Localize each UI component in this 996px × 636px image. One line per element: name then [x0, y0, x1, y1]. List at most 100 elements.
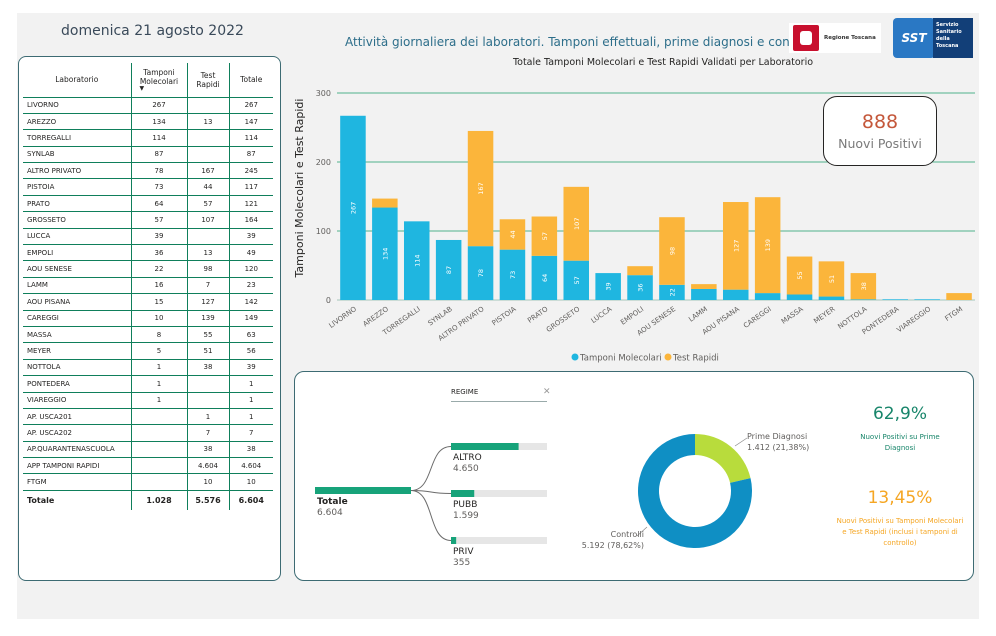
bar-test-rapidi[interactable]	[818, 261, 845, 297]
bar-tamponi[interactable]	[531, 255, 558, 300]
donut-slice[interactable]	[638, 434, 752, 548]
bar-tamponi[interactable]	[563, 260, 590, 300]
tree-root-bar[interactable]	[315, 487, 411, 494]
bar-tamponi[interactable]	[499, 249, 526, 300]
column-header-tamponi[interactable]: Tamponi Molecolari ▼	[131, 63, 188, 98]
chart-title: Totale Tamponi Molecolari e Test Rapidi …	[512, 57, 813, 68]
cell-tamponi: 78	[131, 162, 188, 180]
tree-node-value: 1.599	[453, 511, 479, 521]
bar-test-rapidi[interactable]	[850, 273, 877, 300]
bar-test-rapidi[interactable]	[499, 219, 526, 250]
bar-test-rapidi[interactable]	[946, 293, 972, 300]
table-row[interactable]: VIAREGGIO 1 1	[23, 392, 273, 409]
bar-test-rapidi[interactable]	[722, 202, 749, 290]
table-row[interactable]: LIVORNO 267 267	[23, 97, 273, 114]
bar-tamponi[interactable]	[882, 299, 909, 300]
table-row[interactable]: AOU SENESE 22 98 120	[23, 260, 273, 278]
table-row[interactable]: MEYER 5 51 56	[23, 342, 273, 360]
new-positives-value: 888	[861, 111, 899, 133]
bar-test-rapidi[interactable]	[372, 198, 398, 208]
cell-tamponi: 5	[131, 342, 188, 360]
bar-tamponi[interactable]	[914, 299, 940, 300]
tree-node-bar[interactable]	[451, 490, 475, 497]
bar-test-rapidi[interactable]	[786, 256, 813, 295]
tree-node-bar[interactable]	[451, 443, 519, 450]
table-row[interactable]: AP. USCA202 7 7	[23, 424, 273, 442]
bar-tamponi[interactable]	[786, 294, 813, 300]
cell-tamponi: 73	[131, 178, 188, 196]
bar-tamponi[interactable]	[435, 239, 462, 300]
tree-connector	[410, 490, 452, 494]
tree-node-bar[interactable]	[451, 537, 457, 544]
bar-test-rapidi[interactable]	[659, 217, 685, 285]
table-row[interactable]: SYNLAB 87 87	[23, 146, 273, 164]
cell-tamponi: 267	[131, 97, 188, 114]
table-row[interactable]: LUCCA 39 39	[23, 228, 273, 246]
column-header-totale[interactable]: Totale	[229, 63, 273, 98]
regione-toscana-logo: Regione Toscana	[789, 23, 881, 53]
table-row[interactable]: AP.QUARANTENASCUOLA 38 38	[23, 441, 273, 459]
bar-tamponi[interactable]	[403, 221, 430, 300]
table-header-row: Laboratorio Tamponi Molecolari ▼ Test Rap…	[23, 63, 273, 98]
bar-tamponi[interactable]	[340, 115, 366, 300]
cell-laboratorio: APP TAMPONI RAPIDI	[23, 457, 132, 475]
bar-test-rapidi[interactable]	[627, 266, 653, 276]
bar-test-rapidi[interactable]	[467, 130, 494, 247]
bar-tamponi[interactable]	[691, 288, 717, 300]
table-row[interactable]: AOU PISANA 15 127 142	[23, 293, 273, 311]
bar-test-rapidi[interactable]	[531, 216, 558, 256]
legend-item[interactable]: Tamponi Molecolari	[579, 354, 662, 364]
cell-totale: 1	[229, 408, 273, 426]
x-tick-label: AREZZO	[361, 305, 390, 329]
bar-tamponi[interactable]	[722, 289, 749, 300]
bar-tamponi[interactable]	[754, 293, 781, 300]
table-row[interactable]: PISTOIA 73 44 117	[23, 178, 273, 196]
report-subtitle: Attività giornaliera dei laboratori. Tam…	[345, 35, 817, 49]
table-row[interactable]: PRATO 64 57 121	[23, 195, 273, 213]
table-row[interactable]: FTGM 10 10	[23, 473, 273, 491]
sort-desc-icon: ▼	[139, 85, 145, 93]
bar-tamponi[interactable]	[467, 246, 494, 300]
bar-tamponi[interactable]	[850, 299, 877, 300]
table-row[interactable]: LAMM 16 7 23	[23, 277, 273, 295]
cell-tamponi: 134	[131, 113, 188, 131]
table-row[interactable]: MASSA 8 55 63	[23, 326, 273, 344]
bar-tamponi[interactable]	[627, 275, 653, 300]
cell-totale: 114	[229, 129, 273, 147]
x-tick-label: GROSSETO	[545, 305, 582, 334]
table-row[interactable]: ALTRO PRIVATO 78 167 245	[23, 162, 273, 180]
bar-test-rapidi[interactable]	[563, 186, 590, 261]
bar-data-label: 44	[509, 230, 517, 238]
bar-tamponi[interactable]	[595, 273, 621, 300]
table-row[interactable]: GROSSETO 57 107 164	[23, 211, 273, 229]
legend-item[interactable]: Test Rapidi	[672, 354, 719, 364]
table-row[interactable]: AREZZO 134 13 147	[23, 113, 273, 131]
cell-tamponi: 10	[131, 310, 188, 327]
bar-data-label: 107	[573, 218, 581, 230]
table-row[interactable]: APP TAMPONI RAPIDI 4.604 4.604	[23, 457, 273, 475]
bar-test-rapidi[interactable]	[754, 197, 781, 294]
column-header-test-rapidi[interactable]: Test Rapidi	[187, 63, 230, 98]
cell-totale: 1	[229, 392, 273, 409]
close-icon[interactable]: ✕	[543, 387, 551, 397]
bar-test-rapidi[interactable]	[691, 284, 717, 289]
bar-tamponi[interactable]	[372, 207, 398, 300]
tree-node-track	[451, 490, 547, 497]
table-row[interactable]: TORREGALLI 114 114	[23, 129, 273, 147]
bar-tamponi[interactable]	[818, 296, 845, 300]
cell-totale: 147	[229, 113, 273, 131]
cell-laboratorio: CAREGGI	[23, 310, 132, 327]
regime-filter-header[interactable]: REGIME	[451, 388, 547, 402]
cell-laboratorio: NOTTOLA	[23, 359, 132, 377]
table-row[interactable]: AP. USCA201 1 1	[23, 408, 273, 426]
donut-slice[interactable]	[695, 434, 751, 483]
table-row[interactable]: NOTTOLA 1 38 39	[23, 359, 273, 377]
table-total-row[interactable]: Totale 1.028 5.576 6.604	[23, 490, 273, 511]
table-row[interactable]: CAREGGI 10 139 149	[23, 310, 273, 327]
cell-laboratorio: EMPOLI	[23, 244, 132, 262]
cell-tamponi: 1	[131, 375, 188, 393]
table-row[interactable]: EMPOLI 36 13 49	[23, 244, 273, 262]
column-header-laboratorio[interactable]: Laboratorio	[23, 63, 132, 98]
bar-tamponi[interactable]	[659, 284, 685, 300]
table-row[interactable]: PONTEDERA 1 1	[23, 375, 273, 393]
